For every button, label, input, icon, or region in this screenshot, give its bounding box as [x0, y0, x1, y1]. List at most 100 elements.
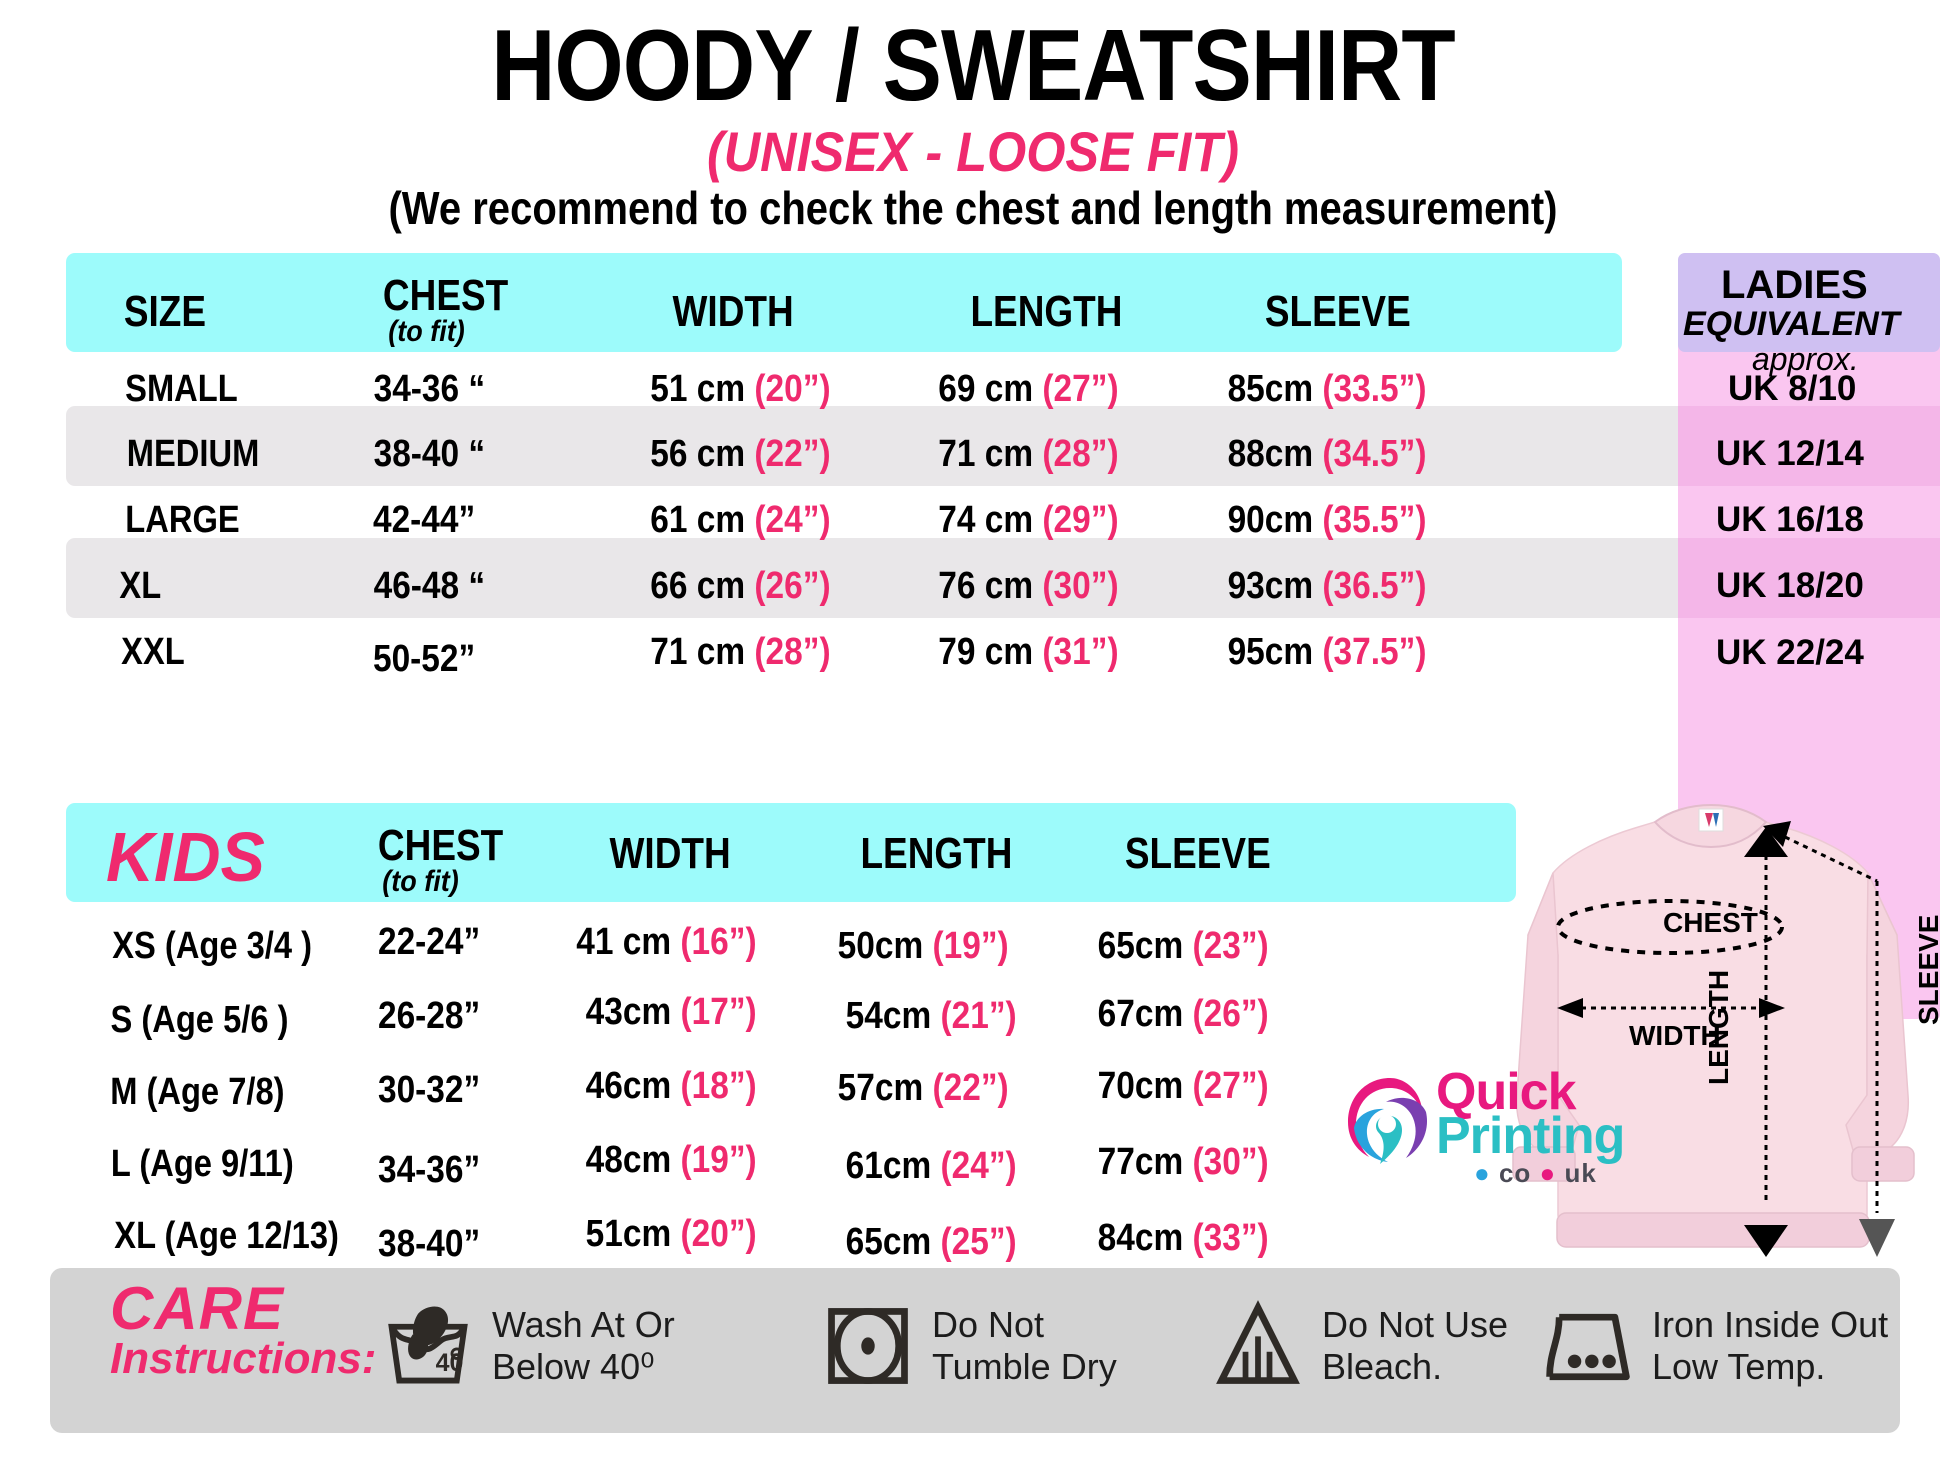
- ladies-header-band: [1678, 253, 1940, 352]
- adult-row-length: 69 cm (27”): [938, 368, 1119, 410]
- kids-row-sleeve: 65cm (23”): [1097, 925, 1269, 967]
- col-header-width: WIDTH: [672, 287, 794, 336]
- kids-header-title: KIDS: [106, 818, 265, 896]
- kids-row-size: XS (Age 3/4 ): [112, 925, 313, 967]
- kids-row-sleeve: 70cm (27”): [1097, 1065, 1269, 1107]
- adult-row-size: XL: [119, 565, 162, 607]
- care-instructions-bar: CARE Instructions: 40 Wash At Or Below 4…: [50, 1268, 1900, 1433]
- care-item-bleach: Do Not Use Bleach.: [1210, 1298, 1508, 1394]
- kids-row-sleeve: 84cm (33”): [1097, 1217, 1269, 1259]
- adult-row-length: 71 cm (28”): [938, 433, 1119, 475]
- care-title: CARE Instructions:: [110, 1275, 376, 1381]
- kids-row-chest: 38-40”: [377, 1223, 481, 1265]
- adult-row-chest: 34-36 “: [373, 368, 486, 410]
- adult-row-sleeve: 95cm (37.5”): [1227, 631, 1427, 673]
- kids-row-size: M (Age 7/8): [110, 1071, 285, 1113]
- kids-row-chest: 26-28”: [377, 995, 481, 1037]
- logo-domain-text: ● co ● uk: [1474, 1157, 1597, 1188]
- adult-row-size: SMALL: [125, 368, 238, 410]
- length-measure-label: LENGTH: [1703, 969, 1734, 1085]
- col-header-chest: CHEST: [382, 271, 509, 320]
- adult-row-length: 74 cm (29”): [938, 499, 1119, 541]
- kids-row-length: 57cm (22”): [837, 1067, 1009, 1109]
- kids-row-sleeve: 67cm (26”): [1097, 993, 1269, 1035]
- care-label-wash: Wash At Or Below 40⁰: [492, 1303, 675, 1387]
- adult-row-length: 76 cm (30”): [938, 565, 1119, 607]
- adult-row-length: 79 cm (31”): [938, 631, 1119, 673]
- logo-quick-text: Quick: [1436, 1063, 1577, 1121]
- adult-row-width: 61 cm (24”): [650, 499, 831, 541]
- col-header-length: LENGTH: [970, 287, 1123, 336]
- kids-row-length: 54cm (21”): [845, 995, 1017, 1037]
- kids-row-length: 61cm (24”): [845, 1145, 1017, 1187]
- adult-row-sleeve: 85cm (33.5”): [1227, 368, 1427, 410]
- care-label-iron: Iron Inside Out Low Temp.: [1652, 1303, 1889, 1387]
- adult-row-size: LARGE: [125, 499, 240, 541]
- care-item-wash: 40 Wash At Or Below 40⁰: [380, 1298, 675, 1394]
- ladies-row-stripe: [1678, 538, 1940, 618]
- logo-swirl-icon: [1348, 1078, 1428, 1164]
- adult-header-band: [66, 253, 1622, 352]
- kids-row-width: 48cm (19”): [585, 1139, 757, 1181]
- adult-row-width: 66 cm (26”): [650, 565, 831, 607]
- adult-row-chest: 38-40 “: [373, 433, 486, 475]
- no-bleach-icon: [1216, 1300, 1300, 1384]
- adult-row-sleeve: 93cm (36.5”): [1227, 565, 1427, 607]
- adult-row-width: 71 cm (28”): [650, 631, 831, 673]
- iron-low-temp-icon: [1546, 1313, 1630, 1381]
- kids-col-header-sleeve: SLEEVE: [1124, 829, 1271, 878]
- adult-row-ladies: UK 12/14: [1716, 434, 1864, 473]
- sweatshirt-diagram-svg: [1512, 803, 1915, 1257]
- kids-col-header-width: WIDTH: [609, 829, 731, 878]
- kids-col-header-length: LENGTH: [860, 829, 1013, 878]
- ladies-row-stripe: [1678, 406, 1940, 486]
- adult-row-size: XXL: [121, 631, 185, 673]
- kids-row-chest: 22-24”: [377, 921, 481, 963]
- adult-row-size: MEDIUM: [126, 433, 260, 475]
- kids-row-sleeve: 77cm (30”): [1097, 1141, 1269, 1183]
- title-block: HOODY / SWEATSHIRT (UNISEX - LOOSE FIT) …: [0, 10, 1946, 234]
- kids-row-size: S (Age 5/6 ): [110, 999, 289, 1041]
- logo-printing-text: Printing: [1436, 1106, 1625, 1165]
- care-item-tumble-dry: Do Not Tumble Dry: [820, 1298, 1117, 1394]
- kids-col-header-chest-sub: (to fit): [382, 865, 459, 898]
- care-item-iron: Iron Inside Out Low Temp.: [1540, 1298, 1888, 1394]
- recommendation-note: (We recommend to check the chest and len…: [388, 181, 1558, 234]
- kids-row-chest: 30-32”: [377, 1069, 481, 1111]
- kids-row-width: 51cm (20”): [585, 1213, 757, 1255]
- fit-subtitle: (UNISEX - LOOSE FIT): [706, 120, 1240, 183]
- col-header-sleeve: SLEEVE: [1264, 287, 1411, 336]
- adult-row-ladies: UK 18/20: [1716, 566, 1864, 605]
- col-header-ladies: LADIES: [1721, 263, 1868, 307]
- kids-row-length: 65cm (25”): [845, 1221, 1017, 1263]
- width-measure-label: WIDTH: [1629, 1020, 1721, 1051]
- adult-row-ladies: UK 8/10: [1728, 369, 1857, 408]
- adult-row-chest: 50-52”: [372, 638, 476, 680]
- adult-row-sleeve: 88cm (34.5”): [1227, 433, 1427, 475]
- care-title-line1: CARE: [110, 1275, 285, 1342]
- kids-row-size: XL (Age 12/13): [114, 1215, 339, 1257]
- col-header-size: SIZE: [123, 287, 206, 336]
- logo-wordmark: Quick Printing ● co ● uk: [1436, 1063, 1625, 1189]
- adult-row-width: 56 cm (22”): [650, 433, 831, 475]
- adult-row-ladies: UK 22/24: [1716, 633, 1864, 672]
- chest-measure-label: CHEST: [1663, 907, 1758, 938]
- col-header-ladies-approx: approx.: [1752, 341, 1859, 377]
- no-tumble-dry-icon: [828, 1308, 908, 1384]
- sleeve-measure-label: SLEEVE: [1913, 914, 1944, 1025]
- kids-row-width: 46cm (18”): [585, 1065, 757, 1107]
- care-label-bleach: Do Not Use Bleach.: [1322, 1303, 1509, 1387]
- kids-row-length: 50cm (19”): [837, 925, 1009, 967]
- quick-printing-logo: Quick Printing ● co ● uk: [1340, 1066, 1625, 1193]
- kids-header-band: [66, 803, 1516, 902]
- adult-row-chest: 46-48 “: [373, 565, 486, 607]
- adult-row-chest: 42-44”: [372, 499, 476, 541]
- svg-text:40: 40: [436, 1349, 464, 1377]
- care-label-tumble-dry: Do Not Tumble Dry: [932, 1303, 1117, 1387]
- adult-row-sleeve: 90cm (35.5”): [1227, 499, 1427, 541]
- wash-40-icon: 40: [388, 1306, 468, 1384]
- table-row-stripe: [66, 538, 1838, 618]
- page-title: HOODY / SWEATSHIRT: [491, 10, 1455, 122]
- kids-row-size: L (Age 9/11): [110, 1143, 294, 1185]
